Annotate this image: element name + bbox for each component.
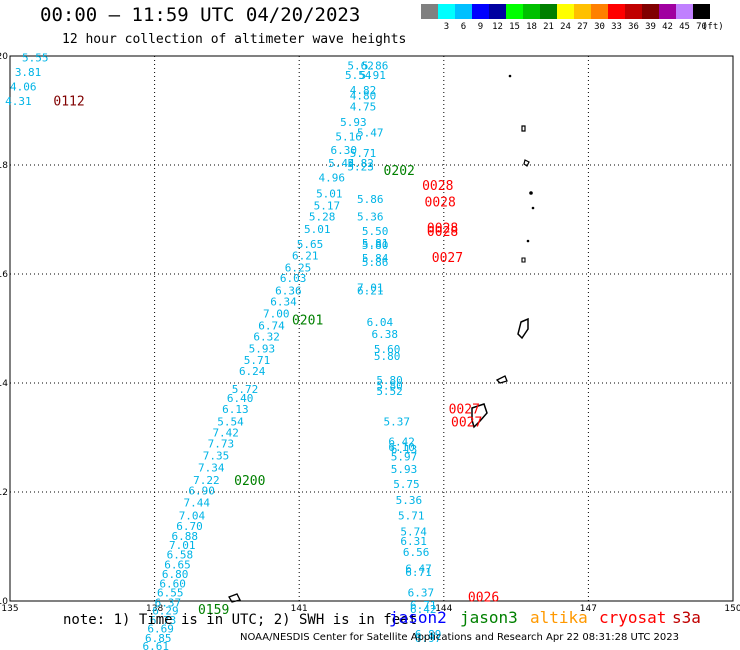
swh-value: 6.61 bbox=[143, 640, 170, 650]
islet-a bbox=[532, 207, 535, 210]
swh-value: 5.36 bbox=[357, 211, 384, 224]
credit-line: NOAA/NESDIS Center for Satellite Applica… bbox=[240, 632, 679, 643]
pass-time: 0026 bbox=[468, 591, 499, 606]
lat-tick-label: 18 bbox=[0, 161, 8, 171]
islet-c bbox=[522, 258, 525, 262]
satellite-cryosat: cryosat bbox=[599, 608, 666, 627]
pass-time: 0028 bbox=[422, 179, 453, 194]
satellite-jason3: jason3 bbox=[460, 608, 518, 627]
pass-time: 0202 bbox=[384, 164, 415, 179]
pass-time: 0027 bbox=[451, 416, 482, 431]
anatahan-island bbox=[529, 191, 533, 195]
swh-value: 6.21 bbox=[357, 285, 384, 298]
lat-tick-label: 16 bbox=[0, 270, 8, 280]
footnote: note: 1) Time is in UTC; 2) SWH is in fe… bbox=[63, 612, 417, 628]
satellite-altika: altika bbox=[530, 608, 588, 627]
swh-value: 5.28 bbox=[309, 211, 336, 224]
satellite-jason2: jason2 bbox=[389, 608, 447, 627]
swh-value: 5.16 bbox=[335, 130, 362, 143]
swh-value: 7.34 bbox=[198, 461, 225, 474]
pass-time: 0027 bbox=[432, 251, 463, 266]
swh-value: 6.71 bbox=[405, 566, 432, 579]
agrihan-island bbox=[522, 126, 525, 131]
swh-value: 5.75 bbox=[393, 478, 420, 491]
islet-e bbox=[229, 594, 240, 602]
swh-value: 4.31 bbox=[5, 95, 32, 108]
lon-tick-label: 150 bbox=[724, 604, 740, 614]
pass-time-labels: 0112020200280028002800280027020100270027… bbox=[53, 95, 499, 618]
swh-value: 6.03 bbox=[280, 272, 307, 285]
swh-value: 5.93 bbox=[391, 463, 418, 476]
swh-value: 4.96 bbox=[318, 171, 345, 184]
swh-value: 5.80 bbox=[374, 350, 401, 363]
swh-value: 5.71 bbox=[398, 509, 425, 522]
swh-value: 5.86 bbox=[357, 193, 384, 206]
swh-value: 5.23 bbox=[347, 160, 374, 173]
swh-value: 5.97 bbox=[391, 450, 418, 463]
swh-value: 6.56 bbox=[403, 546, 430, 559]
swh-value: 6.37 bbox=[408, 587, 435, 600]
pass-time: 0201 bbox=[292, 314, 323, 329]
pass-time: 0028 bbox=[427, 225, 458, 240]
swh-readings: 5.553.814.064.315.625.865.545.914.824.80… bbox=[5, 51, 441, 650]
swh-value: 5.37 bbox=[384, 416, 411, 429]
pass-time: 0028 bbox=[425, 195, 456, 210]
swh-value: 4.06 bbox=[10, 80, 37, 93]
swh-value: 5.55 bbox=[22, 51, 49, 64]
islet-d bbox=[509, 75, 512, 78]
swh-value: 5.86 bbox=[362, 256, 389, 269]
swh-value: 4.75 bbox=[350, 101, 377, 114]
swh-value: 3.81 bbox=[15, 66, 42, 79]
swh-value: 5.01 bbox=[304, 223, 331, 236]
lat-tick-label: 20 bbox=[0, 52, 8, 62]
swh-value: 5.91 bbox=[359, 69, 386, 82]
swh-value: 5.52 bbox=[376, 385, 403, 398]
swh-value: 6.13 bbox=[222, 403, 249, 416]
swh-value: 6.38 bbox=[372, 328, 399, 341]
wave-height-map: 135138141144147150101214161820 5.553.814… bbox=[0, 0, 740, 650]
satellite-s3a: s3a bbox=[672, 608, 701, 627]
swh-value: 5.36 bbox=[396, 494, 423, 507]
lat-tick-label: 14 bbox=[0, 379, 8, 389]
islet-b bbox=[527, 240, 530, 243]
rota-island bbox=[497, 376, 507, 383]
swh-value: 6.24 bbox=[239, 365, 266, 378]
pagan-island bbox=[524, 160, 529, 166]
swh-value: 5.80 bbox=[362, 239, 389, 252]
swh-value: 7.44 bbox=[184, 497, 211, 510]
pass-time: 0112 bbox=[53, 95, 84, 110]
saipan-island bbox=[518, 319, 528, 338]
lat-tick-label: 12 bbox=[0, 488, 8, 498]
pass-time: 0200 bbox=[234, 474, 265, 489]
lat-tick-label: 10 bbox=[0, 597, 8, 607]
